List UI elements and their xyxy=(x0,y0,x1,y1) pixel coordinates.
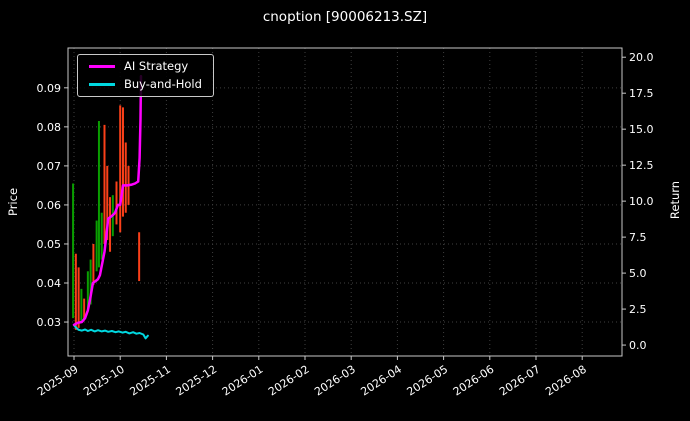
svg-text:2025-11: 2025-11 xyxy=(127,363,173,399)
legend-label-buy-and-hold: Buy-and-Hold xyxy=(124,76,202,91)
svg-text:17.5: 17.5 xyxy=(629,87,654,100)
svg-text:2026-01: 2026-01 xyxy=(220,363,266,399)
svg-text:2025-12: 2025-12 xyxy=(174,363,220,399)
svg-text:0.04: 0.04 xyxy=(37,277,62,290)
svg-text:0.07: 0.07 xyxy=(37,160,62,173)
svg-text:2026-04: 2026-04 xyxy=(358,363,404,399)
svg-text:0.05: 0.05 xyxy=(37,238,62,251)
ai-strategy-line-swatch xyxy=(89,65,115,69)
buy-and-hold-line-swatch xyxy=(89,82,115,86)
svg-text:2026-02: 2026-02 xyxy=(266,363,312,399)
svg-text:0.03: 0.03 xyxy=(37,316,62,329)
svg-text:0.08: 0.08 xyxy=(37,121,62,134)
svg-text:2026-07: 2026-07 xyxy=(497,363,543,399)
chart-title: cnoption [90006213.SZ] xyxy=(262,9,428,25)
series-buy-and-hold xyxy=(73,324,149,340)
svg-text:2026-06: 2026-06 xyxy=(451,363,497,399)
svg-text:2026-05: 2026-05 xyxy=(405,363,451,399)
svg-text:5.0: 5.0 xyxy=(629,267,647,280)
plot-border xyxy=(67,47,623,357)
return-axis-label: Return xyxy=(668,180,682,220)
svg-text:2026-08: 2026-08 xyxy=(543,363,589,399)
legend-item-ai-strategy: AI Strategy xyxy=(89,59,202,73)
svg-text:7.5: 7.5 xyxy=(629,231,647,244)
svg-text:2025-10: 2025-10 xyxy=(81,363,127,399)
candlestick-bars xyxy=(72,105,141,330)
svg-text:0.0: 0.0 xyxy=(629,339,647,352)
svg-text:10.0: 10.0 xyxy=(629,195,654,208)
svg-text:20.0: 20.0 xyxy=(629,51,654,64)
svg-text:2.5: 2.5 xyxy=(629,303,647,316)
legend: AI Strategy Buy-and-Hold xyxy=(77,54,214,97)
price-axis-label: Price xyxy=(6,187,20,217)
svg-text:0.09: 0.09 xyxy=(37,82,62,95)
axis-ticks-and-labels: 0.03 0.04 0.05 0.06 0.07 0.08 0.09 0.0 2.5 5.0 7.5… xyxy=(35,51,653,398)
svg-text:0.06: 0.06 xyxy=(37,199,62,212)
svg-text:12.5: 12.5 xyxy=(629,159,654,172)
legend-label-ai-strategy: AI Strategy xyxy=(124,59,189,73)
legend-item-buy-and-hold: Buy-and-Hold xyxy=(89,76,202,91)
svg-text:15.0: 15.0 xyxy=(629,123,654,136)
series-ai-strategy xyxy=(72,74,143,327)
gridlines xyxy=(68,48,622,356)
svg-text:2026-03: 2026-03 xyxy=(312,363,358,399)
svg-text:2025-09: 2025-09 xyxy=(35,363,81,399)
